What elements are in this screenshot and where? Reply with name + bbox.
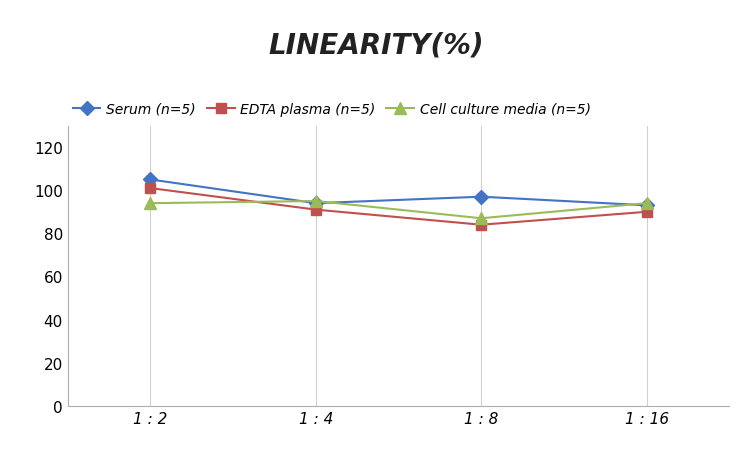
Serum (n=5) [477, 194, 486, 200]
Text: LINEARITY(%): LINEARITY(%) [268, 32, 484, 60]
Serum (n=5) [642, 203, 651, 208]
Line: Serum (n=5): Serum (n=5) [146, 175, 651, 211]
Serum (n=5) [146, 177, 155, 183]
Cell culture media (n=5) [477, 216, 486, 221]
Cell culture media (n=5) [146, 201, 155, 207]
Cell culture media (n=5) [642, 201, 651, 207]
Serum (n=5) [311, 201, 320, 207]
EDTA plasma (n=5) [146, 186, 155, 191]
Legend: Serum (n=5), EDTA plasma (n=5), Cell culture media (n=5): Serum (n=5), EDTA plasma (n=5), Cell cul… [67, 97, 596, 122]
EDTA plasma (n=5) [477, 222, 486, 228]
EDTA plasma (n=5) [311, 207, 320, 213]
Line: EDTA plasma (n=5): EDTA plasma (n=5) [146, 184, 651, 230]
Line: Cell culture media (n=5): Cell culture media (n=5) [145, 196, 652, 224]
Cell culture media (n=5) [311, 199, 320, 204]
EDTA plasma (n=5) [642, 210, 651, 215]
